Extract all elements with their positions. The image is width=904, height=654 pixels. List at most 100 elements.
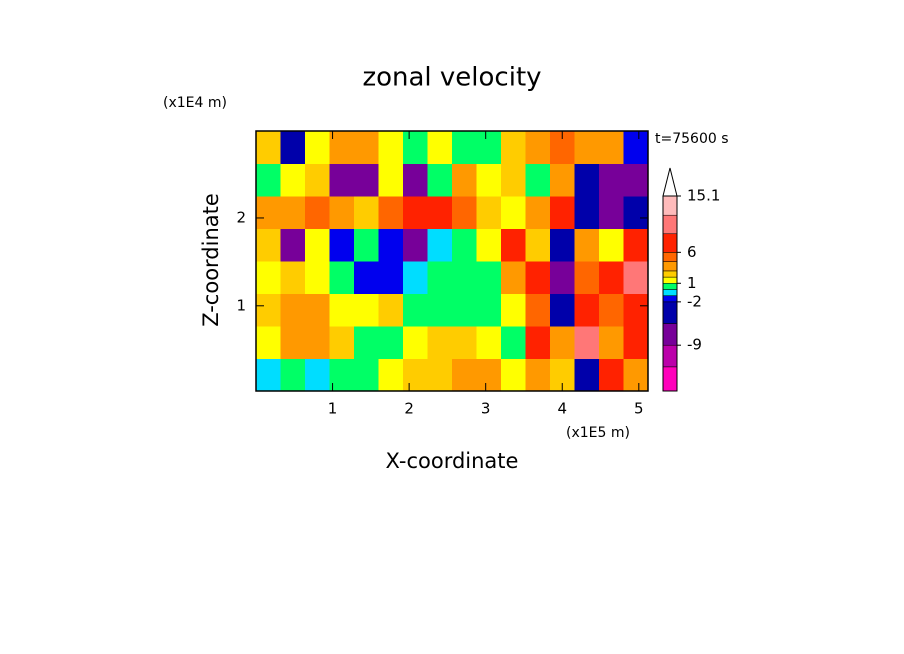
contour-cell <box>550 293 575 327</box>
contour-cell <box>476 358 502 392</box>
contour-cell <box>354 358 379 392</box>
contour-cell <box>256 261 281 294</box>
contour-cell <box>329 261 355 294</box>
contour-cell <box>256 326 281 359</box>
contour-cell <box>574 261 600 294</box>
colorbar-segment <box>662 195 678 216</box>
contour-cell <box>280 293 306 327</box>
contour-cell <box>623 261 649 294</box>
contour-cell <box>427 326 453 359</box>
contour-cell <box>452 358 477 392</box>
contour-cell <box>403 228 428 262</box>
contour-cell <box>452 163 477 197</box>
contour-cell <box>599 261 624 294</box>
x-tick-label: 2 <box>404 400 414 418</box>
contour-cell <box>427 163 453 197</box>
contour-cell <box>403 261 428 294</box>
contour-cell <box>599 293 624 327</box>
contour-cell <box>574 326 600 359</box>
colorbar-tick-label: 15.1 <box>687 187 720 205</box>
contour-cell <box>525 358 551 392</box>
contour-cell <box>305 196 330 229</box>
contour-cell <box>501 293 526 327</box>
contour-cell <box>256 358 281 392</box>
contour-cell <box>354 261 379 294</box>
colorbar-segment <box>662 344 678 368</box>
colorbar-segment <box>662 252 678 262</box>
contour-cell <box>354 326 379 359</box>
contour-cell <box>623 326 649 359</box>
contour-cell <box>427 293 453 327</box>
x-tick-label: 3 <box>481 400 491 418</box>
contour-cell <box>476 293 502 327</box>
contour-cell <box>452 326 477 359</box>
y-axis-label: Z-coordinate <box>199 193 223 327</box>
y-multiplier: (x1E4 m) <box>163 95 227 111</box>
contour-cell <box>403 326 428 359</box>
contour-cell <box>623 228 649 262</box>
colorbar-tick-label: 1 <box>687 274 697 292</box>
contour-cell <box>403 293 428 327</box>
contour-cell <box>256 228 281 262</box>
contour-cell <box>501 163 526 197</box>
contour-cell <box>403 196 428 229</box>
contour-cell <box>354 293 379 327</box>
contour-cell <box>476 261 502 294</box>
colorbar-segment <box>662 366 678 392</box>
contour-cell <box>550 326 575 359</box>
contour-cell <box>354 196 379 229</box>
contour-cell <box>501 131 526 164</box>
colorbar-segment <box>662 289 678 296</box>
contour-cell <box>256 163 281 197</box>
contour-cell <box>329 131 355 164</box>
contour-cell <box>378 131 404 164</box>
contour-cell <box>501 261 526 294</box>
contour-cell <box>305 293 330 327</box>
colorbar-segment <box>662 323 678 346</box>
contour-cell <box>525 293 551 327</box>
contour-cell <box>403 358 428 392</box>
contour-cell <box>329 196 355 229</box>
colorbar-segment <box>662 276 678 284</box>
contour-cell <box>525 228 551 262</box>
contour-cell <box>329 326 355 359</box>
contour-cell <box>574 228 600 262</box>
contour-cell <box>550 196 575 229</box>
contour-cell <box>378 228 404 262</box>
contour-cell <box>501 196 526 229</box>
contour-cell <box>452 131 477 164</box>
contour-cell <box>305 358 330 392</box>
contour-cell <box>280 163 306 197</box>
contour-cell <box>280 196 306 229</box>
contour-cell <box>403 131 428 164</box>
colorbar-tick-label: -9 <box>687 336 702 354</box>
x-tick-label: 1 <box>328 400 338 418</box>
contour-cell <box>525 326 551 359</box>
contour-cell <box>305 261 330 294</box>
contour-cell <box>305 163 330 197</box>
contour-cell <box>329 293 355 327</box>
contour-cell <box>525 131 551 164</box>
contour-cell <box>329 228 355 262</box>
contour-cell <box>550 163 575 197</box>
contour-cell <box>354 163 379 197</box>
plot-frame <box>255 130 649 392</box>
contour-cell <box>378 293 404 327</box>
contour-cell <box>280 358 306 392</box>
contour-cell <box>599 358 624 392</box>
contour-cell <box>623 196 649 229</box>
contour-cell <box>452 293 477 327</box>
colorbar-segment <box>662 214 678 235</box>
contour-cell <box>378 196 404 229</box>
contour-cell <box>599 131 624 164</box>
contour-cell <box>476 163 502 197</box>
contour-cell <box>452 261 477 294</box>
x-multiplier: (x1E5 m) <box>566 425 630 441</box>
contour-cell <box>574 131 600 164</box>
contour-cell <box>354 228 379 262</box>
contour-cell <box>427 261 453 294</box>
contour-cell <box>525 261 551 294</box>
contour-cell <box>378 358 404 392</box>
contour-cell <box>550 261 575 294</box>
